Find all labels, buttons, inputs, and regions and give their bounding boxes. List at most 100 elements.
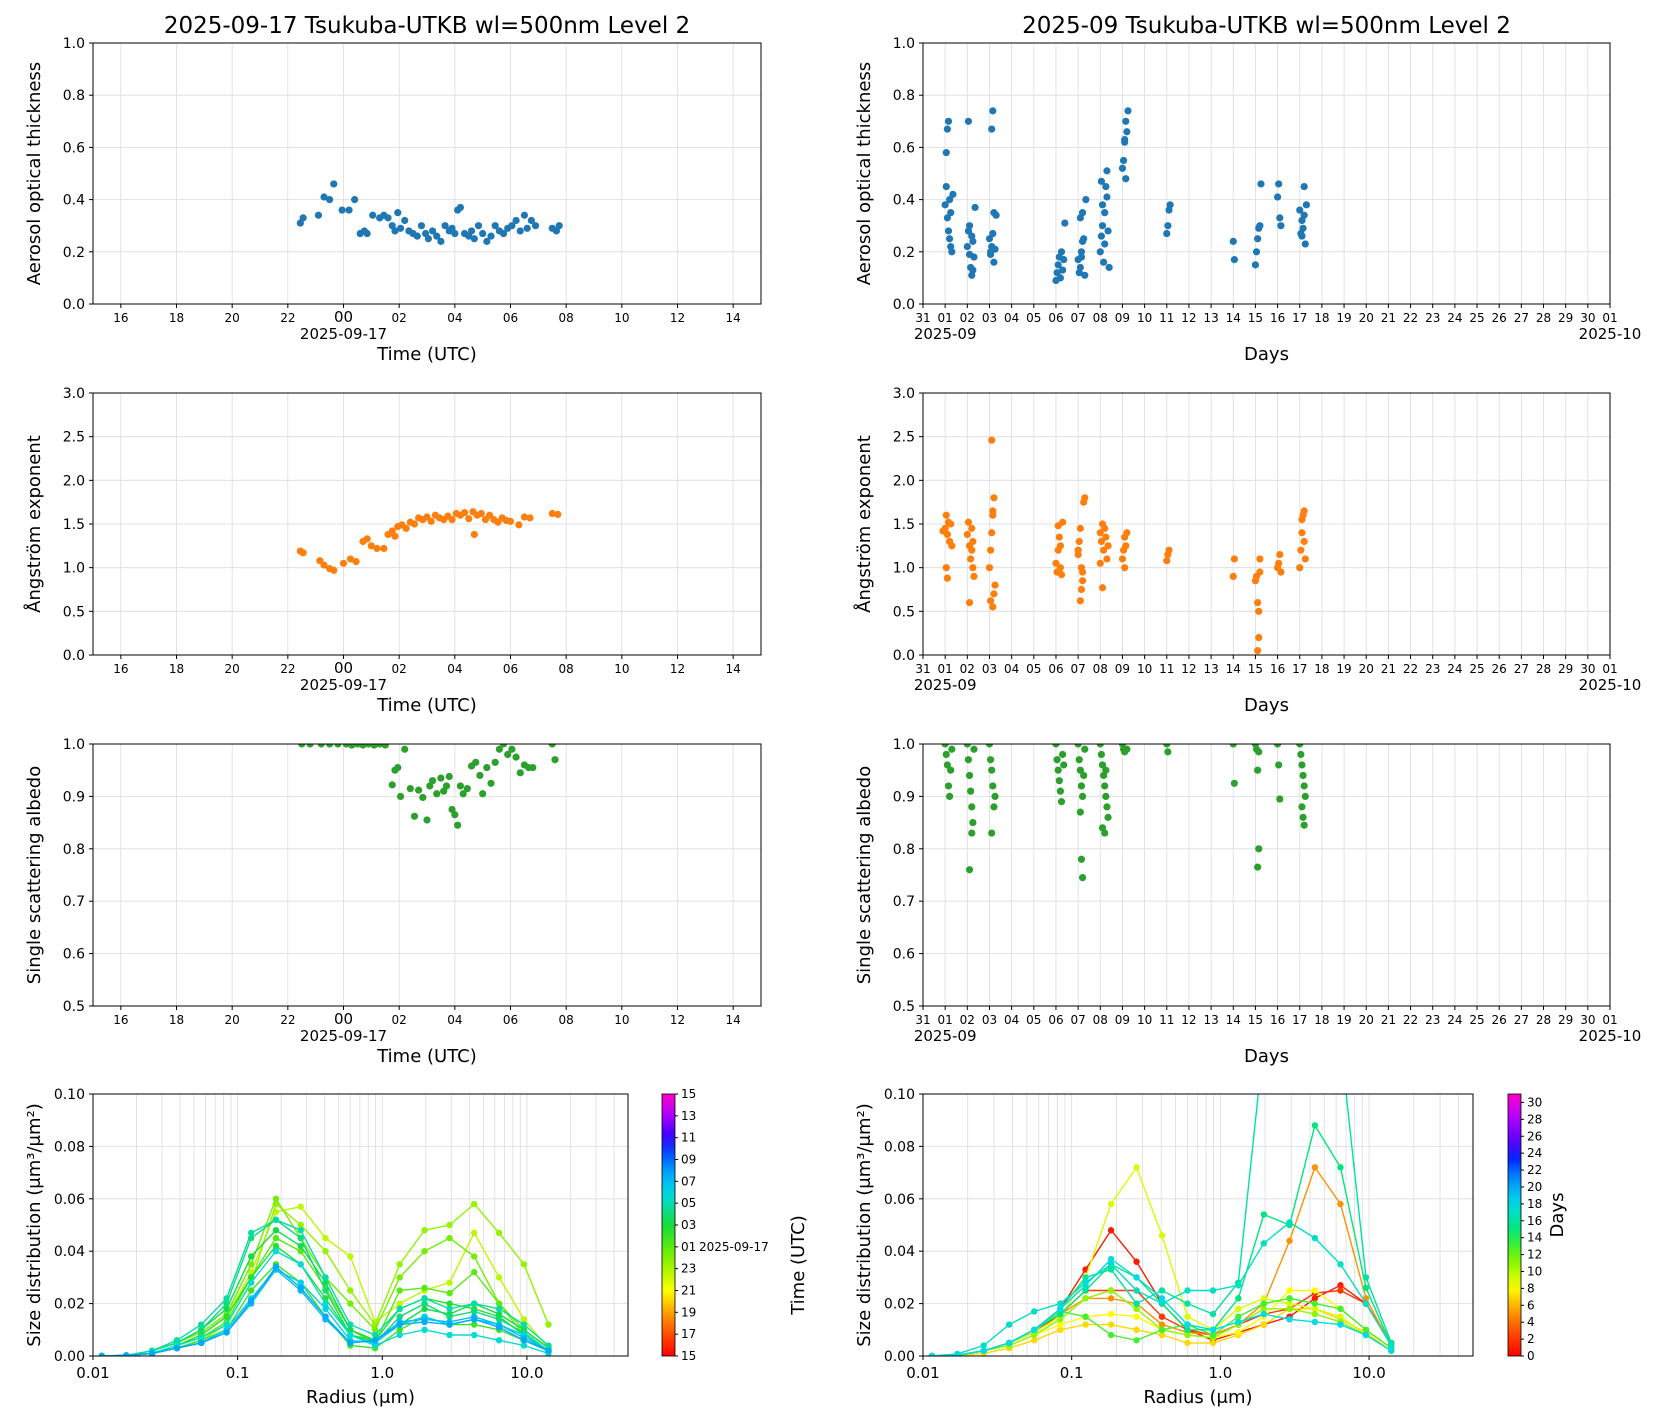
- y-tick-label: 1.0: [893, 737, 915, 753]
- series-point: [272, 1195, 280, 1203]
- data-point: [990, 209, 998, 217]
- data-point: [1103, 167, 1111, 175]
- x-tick-label: 29: [1558, 662, 1573, 676]
- x-tick-label: 20: [225, 311, 240, 325]
- data-point: [370, 744, 378, 749]
- x-tick-label: 00: [334, 308, 353, 326]
- data-point: [1076, 597, 1084, 605]
- x-tick-label: 07: [1070, 662, 1085, 676]
- data-point: [512, 216, 520, 225]
- x-tick-label: 01: [938, 662, 953, 676]
- series-point: [1311, 1164, 1319, 1171]
- series-point: [272, 1242, 280, 1250]
- series-point: [520, 1261, 528, 1268]
- x-tick-label: 24: [1447, 662, 1462, 676]
- series-point: [1311, 1305, 1319, 1313]
- series-point: [1235, 1282, 1242, 1289]
- series-point: [1133, 1305, 1140, 1313]
- series-point: [470, 1253, 478, 1260]
- data-point: [986, 597, 995, 605]
- data-point: [1103, 555, 1111, 563]
- y-tick-label: 1.5: [63, 517, 85, 533]
- series-point: [495, 1300, 503, 1307]
- data-point: [986, 248, 995, 256]
- data-point: [352, 557, 360, 566]
- y-tick-label: 0.6: [63, 947, 85, 963]
- y-tick-label: 1.0: [893, 36, 915, 52]
- x-tick-label: 18: [1314, 311, 1329, 325]
- data-point: [963, 530, 971, 539]
- x-tick-label: 27: [1514, 1013, 1529, 1027]
- series-point: [495, 1337, 503, 1344]
- x-tick-label: 10.0: [510, 1364, 543, 1382]
- data-point: [465, 515, 473, 523]
- data-point: [970, 572, 978, 581]
- data-point: [402, 524, 410, 532]
- data-point: [947, 209, 955, 217]
- series-point: [1286, 1295, 1293, 1302]
- series-point: [495, 1229, 503, 1237]
- series-point: [1337, 1282, 1344, 1289]
- data-point: [990, 803, 998, 811]
- data-point: [1076, 808, 1084, 816]
- x-tick-label: 30: [1580, 311, 1595, 325]
- colorbar-date-label: 2025-09-17: [699, 1240, 769, 1254]
- data-point: [410, 812, 419, 820]
- data-point: [1100, 258, 1108, 266]
- data-point: [1164, 748, 1172, 756]
- data-point: [441, 222, 449, 230]
- data-point: [504, 750, 512, 759]
- data-point: [391, 227, 399, 235]
- series-point: [396, 1331, 403, 1339]
- series-point: [1337, 1321, 1344, 1328]
- colorbar-label: Days: [1547, 1193, 1568, 1238]
- series-point: [1057, 1305, 1064, 1313]
- data-point: [1096, 529, 1104, 537]
- data-point: [1097, 750, 1105, 759]
- x-tick-label: 02: [960, 662, 975, 676]
- data-point: [1122, 542, 1130, 550]
- data-point: [1077, 585, 1086, 594]
- data-point: [1054, 261, 1062, 269]
- x-tick-label: 13: [1203, 311, 1218, 325]
- series-point: [980, 1347, 987, 1354]
- data-point: [1096, 248, 1104, 256]
- y-tick-label: 0.04: [884, 1244, 915, 1260]
- data-point: [1300, 182, 1308, 191]
- data-point: [944, 782, 953, 790]
- data-point: [1273, 744, 1282, 748]
- data-point: [437, 774, 445, 782]
- data-point: [460, 509, 469, 517]
- data-point: [1121, 564, 1129, 572]
- x-tick-label: 26: [1492, 1013, 1507, 1027]
- series-point: [1133, 1258, 1140, 1265]
- data-point: [1101, 240, 1109, 248]
- series-point: [148, 1350, 156, 1356]
- data-layer: [98, 1195, 552, 1356]
- data-point: [1076, 766, 1084, 774]
- data-point: [942, 750, 950, 759]
- series-point: [1031, 1331, 1038, 1339]
- data-point: [1057, 798, 1066, 806]
- data-point: [990, 258, 998, 266]
- x-tick-label: 26: [1492, 662, 1507, 676]
- data-point: [1300, 821, 1308, 829]
- series-point: [421, 1305, 428, 1313]
- data-layer: [939, 436, 1309, 655]
- colorbar-tick-label: 23: [681, 1262, 696, 1276]
- x-tick-label: 22: [1403, 662, 1418, 676]
- series-point: [470, 1300, 478, 1307]
- series-point: [1133, 1300, 1140, 1307]
- series-point: [470, 1200, 478, 1208]
- series-point: [421, 1318, 428, 1326]
- data-point: [1061, 219, 1069, 227]
- x-tick-label: 02: [392, 662, 407, 676]
- x-tick-label: 14: [1226, 1013, 1241, 1027]
- series-point: [495, 1316, 503, 1323]
- x-tick-label: 04: [447, 662, 462, 676]
- data-point: [1118, 164, 1127, 172]
- data-point: [314, 211, 323, 219]
- series-point: [272, 1248, 280, 1255]
- series-point: [928, 1352, 936, 1356]
- x-tick-label: 28: [1536, 1013, 1551, 1027]
